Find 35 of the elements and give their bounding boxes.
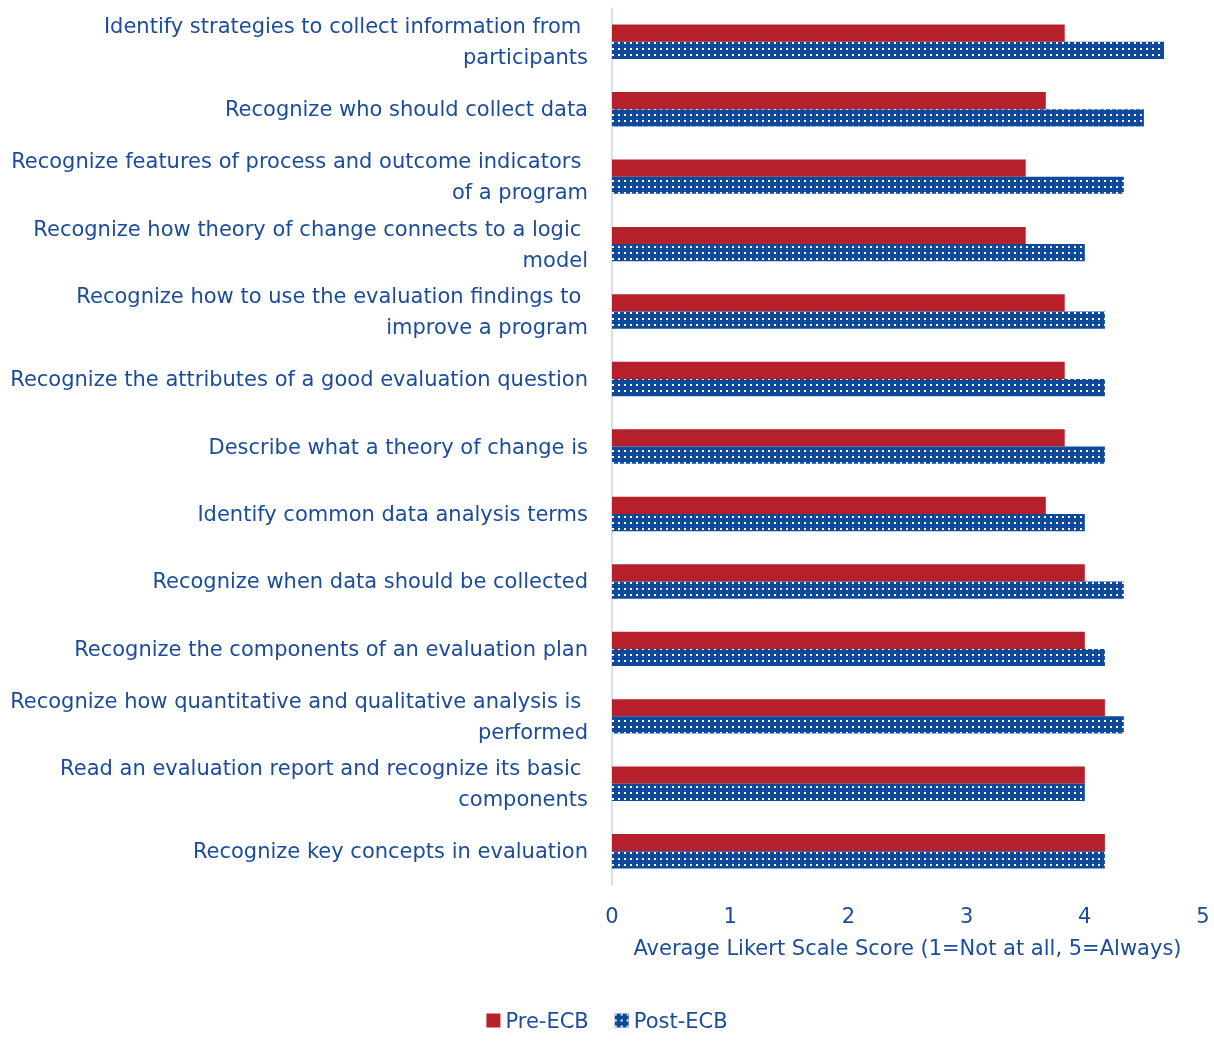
bar xyxy=(612,834,1105,852)
x-tick-label: 0 xyxy=(605,903,619,928)
x-tick-label: 4 xyxy=(1078,903,1092,928)
y-tick-label: Recognize the attributes of a good evaluation question xyxy=(10,367,588,392)
y-tick-label: Recognize how quantitative and qualitative analysis is performed xyxy=(10,688,588,744)
x-tick-label: 2 xyxy=(841,903,856,928)
bar xyxy=(612,24,1065,42)
y-tick-label: Read an evaluation report and recognize its basic components xyxy=(60,756,588,812)
bar xyxy=(612,429,1065,447)
bar xyxy=(612,496,1046,514)
y-tick-label: Recognize key concepts in evaluation xyxy=(192,839,588,864)
x-tick-label: 3 xyxy=(959,903,974,928)
legend-label: Pre-ECB xyxy=(505,1008,589,1033)
bar xyxy=(612,91,1046,110)
x-tick-label: 5 xyxy=(1196,903,1210,928)
y-tick-label: Recognize the components of an evaluation plan xyxy=(74,636,588,661)
bar xyxy=(612,699,1105,717)
x-tick-label: 1 xyxy=(723,903,737,928)
bar xyxy=(612,159,1026,177)
x-axis-title: Average Likert Scale Score (1=Not at all, 5=Always) xyxy=(633,935,1182,960)
bar xyxy=(612,294,1065,312)
y-tick-label: Describe what a theory of change is xyxy=(208,434,588,459)
y-tick-label: Recognize how theory of change connects to a logic model xyxy=(33,216,588,272)
y-tick-label: Identify common data analysis terms xyxy=(197,501,588,526)
bar xyxy=(612,361,1065,380)
bar xyxy=(612,564,1085,582)
bar xyxy=(612,766,1085,784)
bar xyxy=(612,226,1026,245)
y-tick-label: Recognize how to use the evaluation findings to improve a program xyxy=(76,284,588,340)
y-tick-label: Identify strategies to collect information from participants xyxy=(103,14,588,70)
legend-label: Post-ECB xyxy=(633,1008,728,1033)
bar xyxy=(612,631,1085,649)
y-tick-label: Recognize when data should be collected xyxy=(152,569,588,594)
y-tick-label: Recognize features of process and outcome indicators of a program xyxy=(11,149,588,205)
y-tick-label: Recognize who should collect data xyxy=(224,97,588,122)
